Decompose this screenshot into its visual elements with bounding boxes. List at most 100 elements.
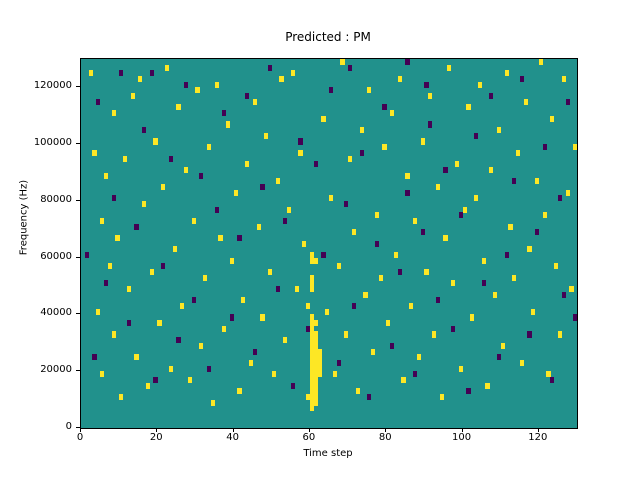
- heatmap-cell: [283, 217, 288, 225]
- heatmap-cell: [523, 98, 528, 105]
- heatmap-cell: [313, 359, 318, 366]
- heatmap-cell: [187, 376, 193, 383]
- heatmap-cell: [313, 365, 318, 372]
- x-tick-mark: [80, 428, 81, 432]
- heatmap-cell: [542, 212, 547, 219]
- heatmap-cell: [443, 166, 448, 173]
- x-tick-mark: [156, 428, 158, 432]
- heatmap-cell: [397, 76, 402, 83]
- heatmap-cell: [309, 388, 315, 395]
- heatmap-cell: [336, 263, 341, 270]
- heatmap-cell: [336, 359, 341, 366]
- y-tick-label: 60000: [40, 250, 72, 262]
- heatmap-cell: [489, 93, 494, 100]
- heatmap-cell: [313, 388, 318, 395]
- heatmap-cell: [313, 371, 318, 378]
- heatmap-cell: [309, 252, 315, 259]
- heatmap-cell: [199, 172, 204, 179]
- heatmap-cell: [176, 104, 181, 111]
- heatmap-cell: [317, 354, 322, 361]
- heatmap-cell: [195, 87, 200, 94]
- heatmap-cell: [214, 81, 219, 88]
- heatmap-cell: [504, 252, 509, 259]
- heatmap-cell: [531, 308, 536, 315]
- heatmap-cell: [149, 269, 154, 276]
- heatmap-cell: [527, 331, 532, 338]
- heatmap-cell: [466, 388, 471, 395]
- heatmap-cell: [321, 115, 326, 122]
- heatmap-cell: [225, 121, 231, 128]
- heatmap-cell: [329, 87, 334, 94]
- heatmap-cell: [481, 257, 486, 264]
- heatmap-cell: [348, 155, 353, 162]
- heatmap-cell: [374, 212, 379, 219]
- heatmap-cell: [496, 127, 502, 134]
- heatmap-cell: [233, 189, 238, 196]
- heatmap-cell: [252, 98, 257, 105]
- heatmap-cell: [313, 376, 318, 383]
- heatmap-cell: [309, 314, 315, 321]
- heatmap-cell: [473, 132, 479, 139]
- heatmap-cell: [565, 189, 570, 196]
- y-tick-mark: [76, 427, 80, 428]
- heatmap-cell: [443, 234, 448, 242]
- heatmap-cell: [241, 297, 246, 304]
- heatmap-cell: [264, 132, 269, 139]
- heatmap-cell: [313, 320, 318, 327]
- x-tick-mark: [537, 428, 539, 432]
- heatmap-cell: [142, 200, 147, 207]
- heatmap-cell: [313, 337, 318, 344]
- heatmap-cell: [317, 371, 322, 378]
- heatmap-cell: [550, 376, 555, 383]
- y-tick-label: 80000: [40, 193, 72, 205]
- heatmap-cell: [96, 98, 101, 105]
- heatmap-cell: [325, 308, 330, 315]
- heatmap-cell: [344, 331, 349, 338]
- heatmap-cell: [313, 399, 318, 406]
- heatmap-cell: [84, 252, 90, 259]
- heatmap-cell: [306, 325, 311, 332]
- heatmap-cell: [332, 371, 338, 378]
- heatmap-cell: [229, 314, 234, 321]
- heatmap-cell: [462, 206, 467, 213]
- heatmap-cell: [298, 149, 303, 156]
- y-tick-mark: [76, 313, 80, 315]
- heatmap-cell: [496, 354, 502, 361]
- heatmap-cell: [428, 93, 433, 100]
- heatmap-cell: [466, 104, 471, 111]
- heatmap-cell: [405, 59, 410, 66]
- heatmap-cell: [386, 320, 391, 327]
- heatmap-cell: [134, 223, 139, 230]
- heatmap-cell: [538, 59, 544, 66]
- y-tick-mark: [76, 86, 80, 88]
- heatmap-cell: [256, 223, 261, 230]
- heatmap-cell: [313, 331, 318, 338]
- heatmap-cell: [309, 365, 315, 372]
- heatmap-cell: [546, 371, 551, 378]
- heatmap-cell: [565, 98, 570, 105]
- heatmap-cell: [309, 280, 315, 287]
- heatmap-cell: [309, 382, 315, 389]
- x-tick-label: 100: [451, 432, 472, 443]
- heatmap-cell: [432, 331, 437, 338]
- heatmap-cell: [309, 376, 315, 383]
- heatmap-cell: [515, 149, 521, 156]
- heatmap-cell: [100, 371, 105, 378]
- heatmap-cell: [115, 234, 120, 242]
- heatmap-cell: [153, 138, 158, 145]
- chart-title: Predicted : PM: [285, 30, 371, 44]
- heatmap-cell: [222, 325, 227, 332]
- heatmap-cell: [313, 348, 318, 355]
- heatmap-cell: [313, 382, 318, 389]
- x-tick-mark: [385, 428, 387, 432]
- heatmap-cell: [145, 382, 151, 389]
- heatmap-cell: [134, 354, 139, 361]
- heatmap-cell: [409, 303, 414, 310]
- y-tick-mark: [76, 143, 80, 145]
- heatmap-cell: [309, 337, 315, 344]
- heatmap-cell: [248, 359, 254, 366]
- heatmap-cell: [412, 371, 418, 378]
- heatmap-cell: [157, 320, 162, 327]
- heatmap-cell: [485, 382, 490, 389]
- heatmap-cell: [309, 325, 315, 332]
